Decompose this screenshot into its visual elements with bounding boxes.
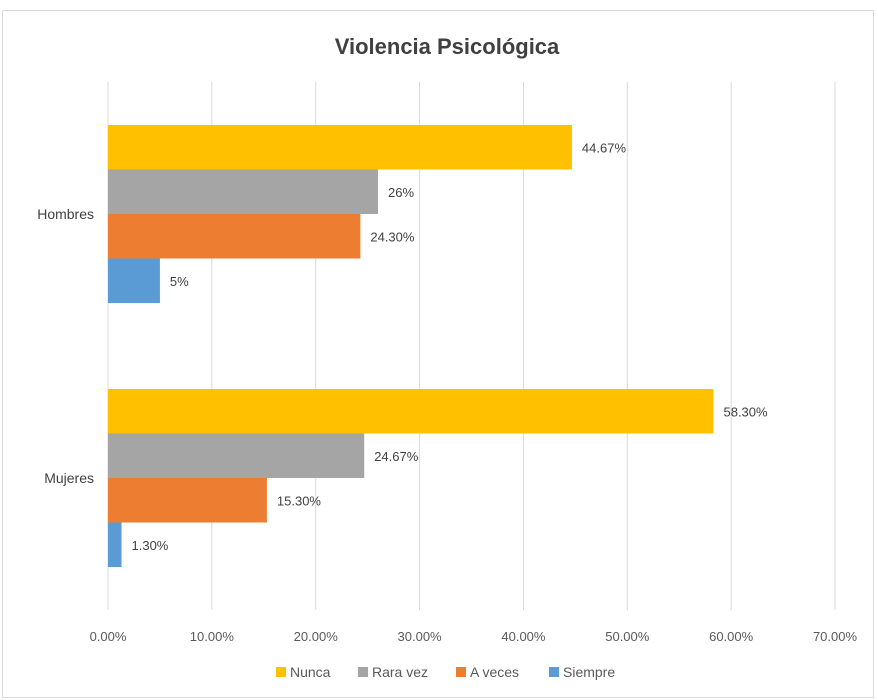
legend-swatch bbox=[549, 667, 559, 677]
x-tick-label: 40.00% bbox=[501, 629, 546, 644]
bar-rara-vez-hombres bbox=[108, 169, 379, 214]
legend-swatch bbox=[358, 667, 368, 677]
chart-title: Violencia Psicológica bbox=[335, 34, 560, 59]
bar-rara-vez-mujeres bbox=[108, 433, 365, 478]
data-label: 44.67% bbox=[582, 140, 627, 155]
category-labels: Hombres Mujeres bbox=[37, 206, 94, 486]
bar-siempre-hombres bbox=[108, 258, 160, 303]
data-label: 24.30% bbox=[370, 229, 415, 244]
x-axis-ticks: 0.00% 10.00% 20.00% 30.00% 40.00% 50.00% 60.00… bbox=[90, 629, 858, 644]
x-tick-label: 0.00% bbox=[90, 629, 127, 644]
legend-label: A veces bbox=[470, 664, 519, 680]
legend-swatch bbox=[276, 667, 286, 677]
data-label: 24.67% bbox=[374, 449, 419, 464]
x-tick-label: 60.00% bbox=[709, 629, 754, 644]
bars bbox=[108, 125, 714, 567]
legend-label: Siempre bbox=[563, 664, 615, 680]
bar-a-veces-hombres bbox=[108, 214, 361, 259]
data-label: 1.30% bbox=[132, 538, 169, 553]
data-label: 15.30% bbox=[277, 493, 322, 508]
legend: Nunca Rara vez A veces Siempre bbox=[276, 664, 615, 680]
category-label: Mujeres bbox=[44, 470, 94, 486]
x-tick-label: 70.00% bbox=[813, 629, 858, 644]
bar-nunca-mujeres bbox=[108, 389, 714, 434]
legend-label: Nunca bbox=[290, 664, 331, 680]
data-label: 5% bbox=[170, 274, 189, 289]
bar-nunca-hombres bbox=[108, 125, 572, 170]
data-labels: 44.67% 26% 24.30% 5% 58.30% 24.67% 15.30% 1.30% bbox=[132, 140, 769, 553]
category-label: Hombres bbox=[37, 206, 94, 222]
bar-a-veces-mujeres bbox=[108, 478, 267, 523]
bar-siempre-mujeres bbox=[108, 522, 122, 567]
chart-frame bbox=[2, 10, 874, 698]
x-tick-label: 20.00% bbox=[294, 629, 339, 644]
legend-swatch bbox=[456, 667, 466, 677]
x-tick-label: 50.00% bbox=[605, 629, 650, 644]
data-label: 26% bbox=[388, 185, 414, 200]
legend-label: Rara vez bbox=[372, 664, 428, 680]
x-tick-label: 10.00% bbox=[190, 629, 235, 644]
x-tick-label: 30.00% bbox=[398, 629, 443, 644]
data-label: 58.30% bbox=[723, 404, 768, 419]
